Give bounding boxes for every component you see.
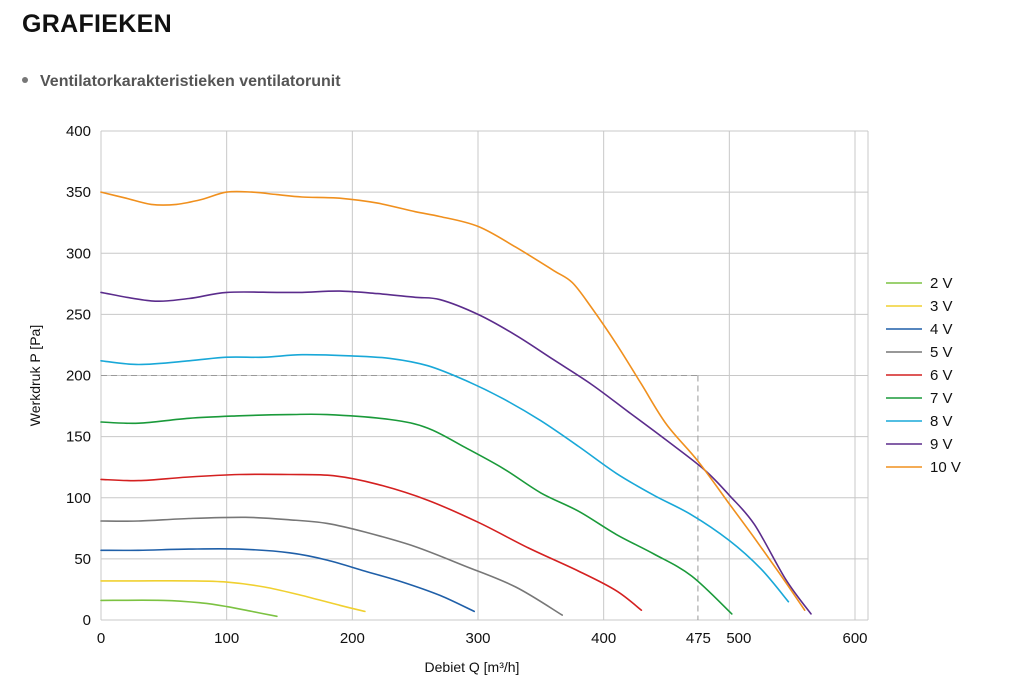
x-tick-label: 400 — [591, 630, 616, 647]
y-axis-title: Werkdruk P [Pa] — [27, 325, 43, 426]
legend-label-6v: 6 V — [930, 367, 953, 384]
y-tick-label: 400 — [66, 123, 91, 140]
y-tick-label: 150 — [66, 429, 91, 446]
legend-label-4v: 4 V — [930, 321, 953, 338]
y-tick-label: 100 — [66, 490, 91, 507]
legend-label-2v: 2 V — [930, 275, 953, 292]
subtitle-text: Ventilatorkarakteristieken ventilatoruni… — [40, 73, 341, 90]
series-line-8v — [100, 353, 790, 603]
series-line-6v — [100, 473, 643, 611]
legend-label-7v: 7 V — [930, 390, 953, 407]
y-tick-label: 50 — [74, 551, 91, 568]
chart-subtitle: Ventilatorkarakteristieken ventilatoruni… — [22, 73, 341, 91]
legend-label-8v: 8 V — [930, 413, 953, 430]
series-line-10v — [100, 190, 806, 611]
x-tick-label: 475 — [686, 630, 711, 647]
grid — [100, 130, 869, 621]
y-tick-label: 0 — [83, 612, 91, 629]
y-tick-label: 300 — [66, 245, 91, 262]
operating-point-lines — [101, 375, 699, 620]
x-axis-title: Debiet Q [m³/h] — [425, 659, 520, 675]
tick-labels: 0 50 100 150 200 250 300 350 400 0 100 200 300 400 475… — [66, 123, 868, 647]
y-tick-label: 250 — [66, 306, 91, 323]
x-tick-label: 200 — [340, 630, 365, 647]
legend-label-9v: 9 V — [930, 436, 953, 453]
series-line-7v — [100, 413, 733, 615]
series-line-5v — [100, 516, 563, 616]
x-tick-label: 100 — [214, 630, 239, 647]
legend: 2 V 3 V 4 V 5 V 6 V 7 V 8 V 9 V 10 V — [886, 275, 961, 476]
y-tick-label: 200 — [66, 368, 91, 385]
y-tick-label: 350 — [66, 184, 91, 201]
x-tick-label: 500 — [726, 630, 751, 647]
series-line-9v — [100, 290, 812, 615]
series-line-4v — [100, 547, 475, 613]
legend-label-3v: 3 V — [930, 298, 953, 315]
series-lines — [100, 190, 812, 618]
series-line-2v — [100, 599, 278, 618]
bullet-icon — [22, 76, 28, 83]
legend-label-10v: 10 V — [930, 459, 961, 476]
x-tick-label: 300 — [465, 630, 490, 647]
legend-label-5v: 5 V — [930, 344, 953, 361]
x-tick-label: 0 — [97, 630, 105, 647]
series-line-3v — [100, 580, 366, 613]
page-title: GRAFIEKEN — [22, 10, 172, 38]
x-tick-label: 600 — [842, 630, 867, 647]
